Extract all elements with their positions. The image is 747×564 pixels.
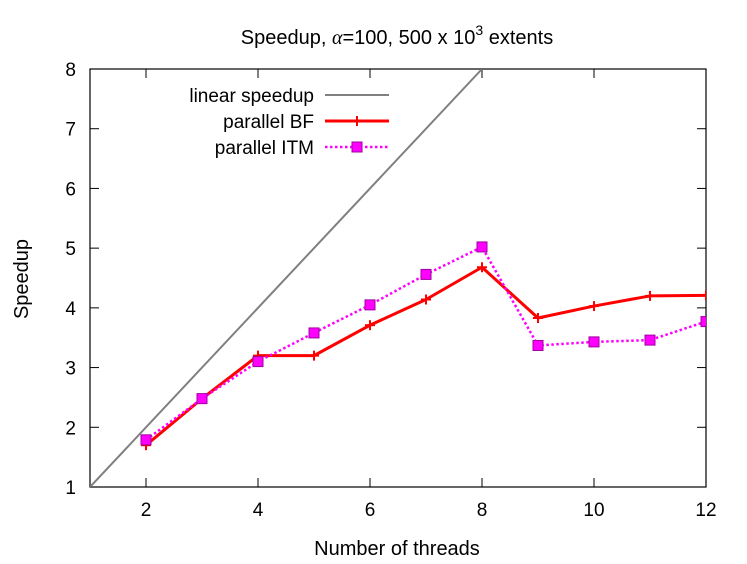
series-parallel-ITM <box>140 241 706 446</box>
data-point <box>589 301 599 312</box>
data-point <box>477 262 487 273</box>
series-linear-speedup <box>90 69 483 487</box>
legend-label: parallel BF <box>223 112 314 133</box>
data-point <box>645 290 655 301</box>
x-tick-label: 6 <box>365 500 376 521</box>
legend-label: parallel ITM <box>215 138 314 159</box>
y-tick-label: 8 <box>65 60 76 81</box>
series-parallel-BF <box>141 262 706 451</box>
y-tick-label: 4 <box>65 299 76 320</box>
data-point <box>309 350 319 361</box>
title-part-3: extents <box>483 27 553 49</box>
legend-marker <box>351 141 363 153</box>
y-tick-label: 5 <box>65 239 76 260</box>
series-line <box>145 265 706 447</box>
y-axis-label: Speedup <box>11 239 33 319</box>
legend-entry: parallel BF <box>223 112 389 133</box>
y-tick-label: 3 <box>65 359 76 380</box>
plot-frame <box>89 68 707 488</box>
data-point <box>588 336 600 348</box>
data-point <box>365 320 375 331</box>
data-point <box>420 268 432 280</box>
data-point <box>308 327 320 339</box>
title-part-2: =100, 500 x 10 <box>342 27 475 49</box>
title-part-1: Speedup, <box>241 27 332 49</box>
legend-label: linear speedup <box>189 86 314 107</box>
x-tick-label: 10 <box>583 500 604 521</box>
data-point <box>140 434 152 446</box>
legend-entry: linear speedup <box>189 86 389 107</box>
x-axis-label: Number of threads <box>314 538 480 560</box>
x-tick-label: 8 <box>477 500 488 521</box>
data-point <box>421 294 431 305</box>
x-tick-label: 2 <box>141 500 152 521</box>
x-tick-label: 4 <box>253 500 264 521</box>
data-point <box>533 313 543 324</box>
data-point <box>701 290 706 301</box>
legend-entry: parallel ITM <box>215 138 389 159</box>
data-point <box>700 316 706 328</box>
data-point <box>364 299 376 311</box>
y-tick-label: 2 <box>65 418 76 439</box>
x-tick-label: 12 <box>695 500 716 521</box>
data-point <box>196 393 208 405</box>
title-superscript: 3 <box>475 22 483 38</box>
chart-title: Speedup, α=100, 500 x 103 extents <box>241 22 553 49</box>
y-tick-label: 7 <box>65 120 76 141</box>
title-alpha: α <box>332 27 343 49</box>
data-point <box>252 356 264 368</box>
data-point <box>476 241 488 253</box>
data-point <box>532 339 544 351</box>
y-tick-label: 1 <box>65 478 76 499</box>
data-point <box>644 334 656 346</box>
legend: linear speedup parallel BF parallel ITM <box>189 86 389 159</box>
legend-marker <box>352 116 362 126</box>
series-line <box>90 69 483 487</box>
y-tick-label: 6 <box>65 179 76 200</box>
